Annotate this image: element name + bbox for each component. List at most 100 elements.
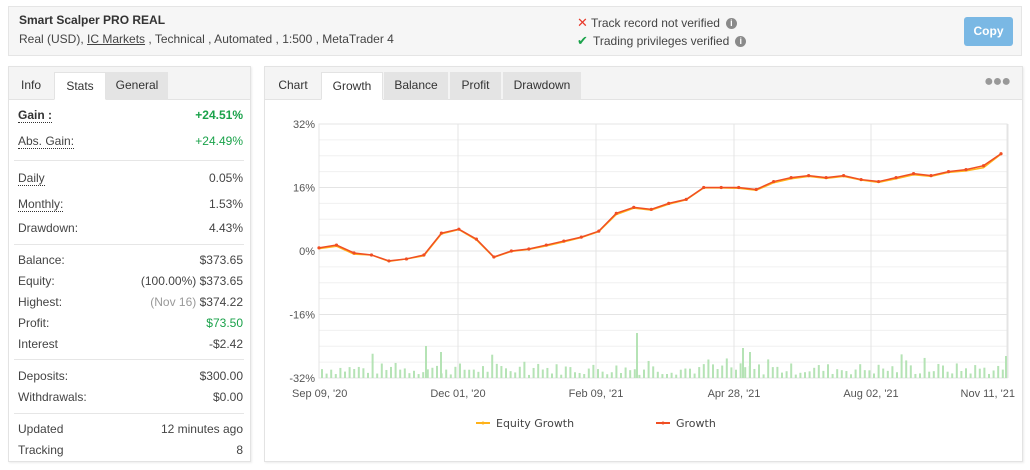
drawdown-label: Drawdown: — [18, 221, 79, 235]
info-icon[interactable]: i — [735, 35, 747, 47]
account-type: Real (USD), — [19, 32, 88, 46]
copy-button[interactable]: Copy — [964, 17, 1013, 46]
track-record-status: ✕ Track record not verified i — [577, 14, 746, 32]
equity-growth-line — [318, 153, 1002, 263]
equity-value-group: (100.00%) $373.65 — [141, 274, 243, 288]
legend-growth[interactable]: Growth — [656, 417, 716, 430]
stat-profit: Profit: $73.50 — [18, 316, 243, 336]
stat-equity: Equity: (100.00%) $373.65 — [18, 274, 243, 294]
chart-legend: Equity Growth Growth — [476, 417, 716, 430]
profit-value: $73.50 — [206, 316, 243, 330]
account-subtitle: Real (USD), IC Markets , Technical , Aut… — [19, 32, 394, 46]
account-header: Smart Scalper PRO REAL Real (USD), IC Ma… — [8, 6, 1022, 56]
growth-line — [318, 153, 1002, 262]
highest-value-group: (Nov 16) $374.22 — [150, 295, 243, 309]
stats-tabbar: Info Stats General — [9, 67, 250, 100]
drawdown-value: 4.43% — [208, 221, 243, 235]
trade-bars — [321, 333, 1007, 378]
interest-value: -$2.42 — [208, 337, 243, 351]
equity-percent: (100.00%) — [140, 274, 197, 288]
tab-general[interactable]: General — [106, 72, 168, 100]
divider — [14, 413, 244, 414]
tab-drawdown[interactable]: Drawdown — [503, 72, 581, 100]
divider — [14, 359, 244, 360]
tracking-value: 8 — [236, 443, 243, 457]
stat-balance: Balance: $373.65 — [18, 253, 243, 273]
growth-chart: 32% 16% 0% -16% -32% Sep 09, '20 Dec 01, '20 F… — [289, 119, 1015, 430]
legend-growth-label: Growth — [676, 417, 716, 430]
gain-label[interactable]: Gain : — [18, 108, 53, 123]
stats-panel: Info Stats General Gain : +24.51% Abs. G… — [8, 66, 251, 462]
balance-label: Balance: — [18, 253, 65, 267]
svg-text:Dec 01, '20: Dec 01, '20 — [430, 388, 485, 400]
broker-link[interactable]: IC Markets — [87, 32, 146, 46]
divider — [14, 160, 244, 161]
abs-gain-value: +24.49% — [195, 134, 243, 148]
highest-label: Highest: — [18, 295, 63, 309]
x-icon: ✕ — [577, 15, 588, 30]
legend-equity-label: Equity Growth — [496, 417, 574, 430]
stat-tracking: Tracking 8 — [18, 443, 243, 463]
deposits-value: $300.00 — [199, 369, 243, 383]
monthly-label[interactable]: Monthly: — [18, 197, 64, 212]
stat-updated: Updated 12 minutes ago — [18, 422, 243, 442]
stat-abs-gain: Abs. Gain: +24.49% — [18, 134, 243, 154]
svg-text:-32%: -32% — [289, 373, 315, 385]
stat-deposits: Deposits: $300.00 — [18, 369, 243, 389]
gain-value: +24.51% — [195, 108, 243, 122]
x-axis-labels: Sep 09, '20 Dec 01, '20 Feb 09, '21 Apr 28,… — [292, 388, 1015, 400]
svg-text:32%: 32% — [293, 119, 315, 131]
legend-equity-growth[interactable]: Equity Growth — [476, 417, 574, 430]
account-details: , Technical , Automated , 1:500 , MetaTr… — [145, 32, 394, 46]
tab-profit[interactable]: Profit — [450, 72, 501, 100]
equity-value: $373.65 — [199, 274, 243, 288]
chart-panel: Chart Growth Balance Profit Drawdown ●●●… — [264, 66, 1023, 462]
svg-text:16%: 16% — [293, 183, 315, 195]
svg-text:Apr 28, '21: Apr 28, '21 — [708, 388, 761, 400]
daily-label[interactable]: Daily — [18, 171, 45, 186]
track-record-text: Track record not verified — [591, 16, 720, 30]
withdrawals-label: Withdrawals: — [18, 390, 87, 404]
svg-text:Aug 02, '21: Aug 02, '21 — [843, 388, 898, 400]
verification-status: ✕ Track record not verified i ✔ Trading … — [577, 14, 747, 50]
check-icon: ✔ — [577, 33, 588, 48]
highest-date: (Nov 16) — [150, 295, 197, 309]
deposits-label: Deposits: — [18, 369, 69, 383]
y-axis-labels: 32% 16% 0% -16% -32% — [289, 119, 315, 385]
trading-privileges-status: ✔ Trading privileges verified i — [577, 32, 747, 50]
svg-text:-16%: -16% — [289, 310, 315, 322]
svg-text:Sep 09, '20: Sep 09, '20 — [292, 388, 347, 400]
stat-gain: Gain : +24.51% — [18, 108, 243, 128]
tab-stats[interactable]: Stats — [54, 72, 106, 100]
updated-value: 12 minutes ago — [160, 422, 243, 436]
monthly-value: 1.53% — [208, 197, 243, 211]
abs-gain-label[interactable]: Abs. Gain: — [18, 134, 75, 149]
svg-text:Feb 09, '21: Feb 09, '21 — [569, 388, 624, 400]
tab-info[interactable]: Info — [20, 78, 41, 92]
growth-markers — [317, 152, 1003, 263]
stat-interest: Interest -$2.42 — [18, 337, 243, 357]
stat-withdrawals: Withdrawals: $0.00 — [18, 390, 243, 410]
equity-label: Equity: — [18, 274, 55, 288]
stat-highest: Highest: (Nov 16) $374.22 — [18, 295, 243, 315]
daily-value: 0.05% — [208, 171, 243, 185]
chart-tabbar: Chart Growth Balance Profit Drawdown ●●● — [265, 67, 1022, 100]
svg-text:0%: 0% — [299, 246, 315, 258]
tracking-label: Tracking — [18, 443, 64, 457]
tab-growth[interactable]: Growth — [321, 72, 383, 100]
tab-balance[interactable]: Balance — [384, 72, 448, 100]
stat-monthly: Monthly: 1.53% — [18, 197, 243, 217]
info-icon[interactable]: i — [725, 17, 737, 29]
divider — [14, 244, 244, 245]
highest-value: $374.22 — [199, 295, 243, 309]
trading-privileges-text: Trading privileges verified — [593, 34, 730, 48]
interest-label: Interest — [18, 337, 59, 351]
profit-label: Profit: — [18, 316, 50, 330]
withdrawals-value: $0.00 — [212, 390, 243, 404]
updated-label: Updated — [18, 422, 64, 436]
balance-value: $373.65 — [199, 253, 243, 267]
tab-chart: Chart — [278, 78, 308, 92]
svg-text:Nov 11, '21: Nov 11, '21 — [961, 388, 1015, 400]
stat-drawdown: Drawdown: 4.43% — [18, 221, 243, 241]
more-dots-icon[interactable]: ●●● — [984, 73, 1011, 90]
